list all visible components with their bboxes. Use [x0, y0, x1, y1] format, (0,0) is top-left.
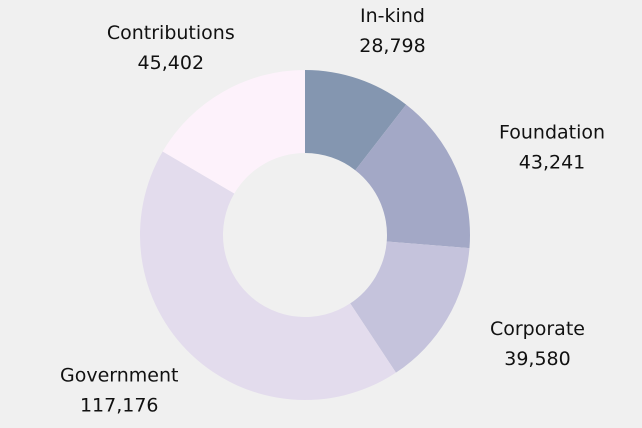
donut-slice	[162, 70, 305, 194]
slice-label: Corporate	[490, 318, 585, 340]
donut-slice	[350, 241, 470, 373]
slice-value: 43,241	[519, 152, 585, 174]
slice-label: Contributions	[107, 22, 235, 44]
slice-label: Government	[60, 365, 179, 387]
slice-value: 117,176	[80, 395, 159, 417]
donut-slice	[140, 151, 396, 400]
donut-slice	[355, 104, 470, 249]
slice-value: 39,580	[504, 348, 570, 370]
slice-value: 45,402	[138, 52, 204, 74]
slice-value: 28,798	[359, 35, 425, 57]
slice-label: In-kind	[360, 5, 425, 27]
donut-slice	[305, 70, 407, 171]
slice-label: Foundation	[499, 122, 605, 144]
